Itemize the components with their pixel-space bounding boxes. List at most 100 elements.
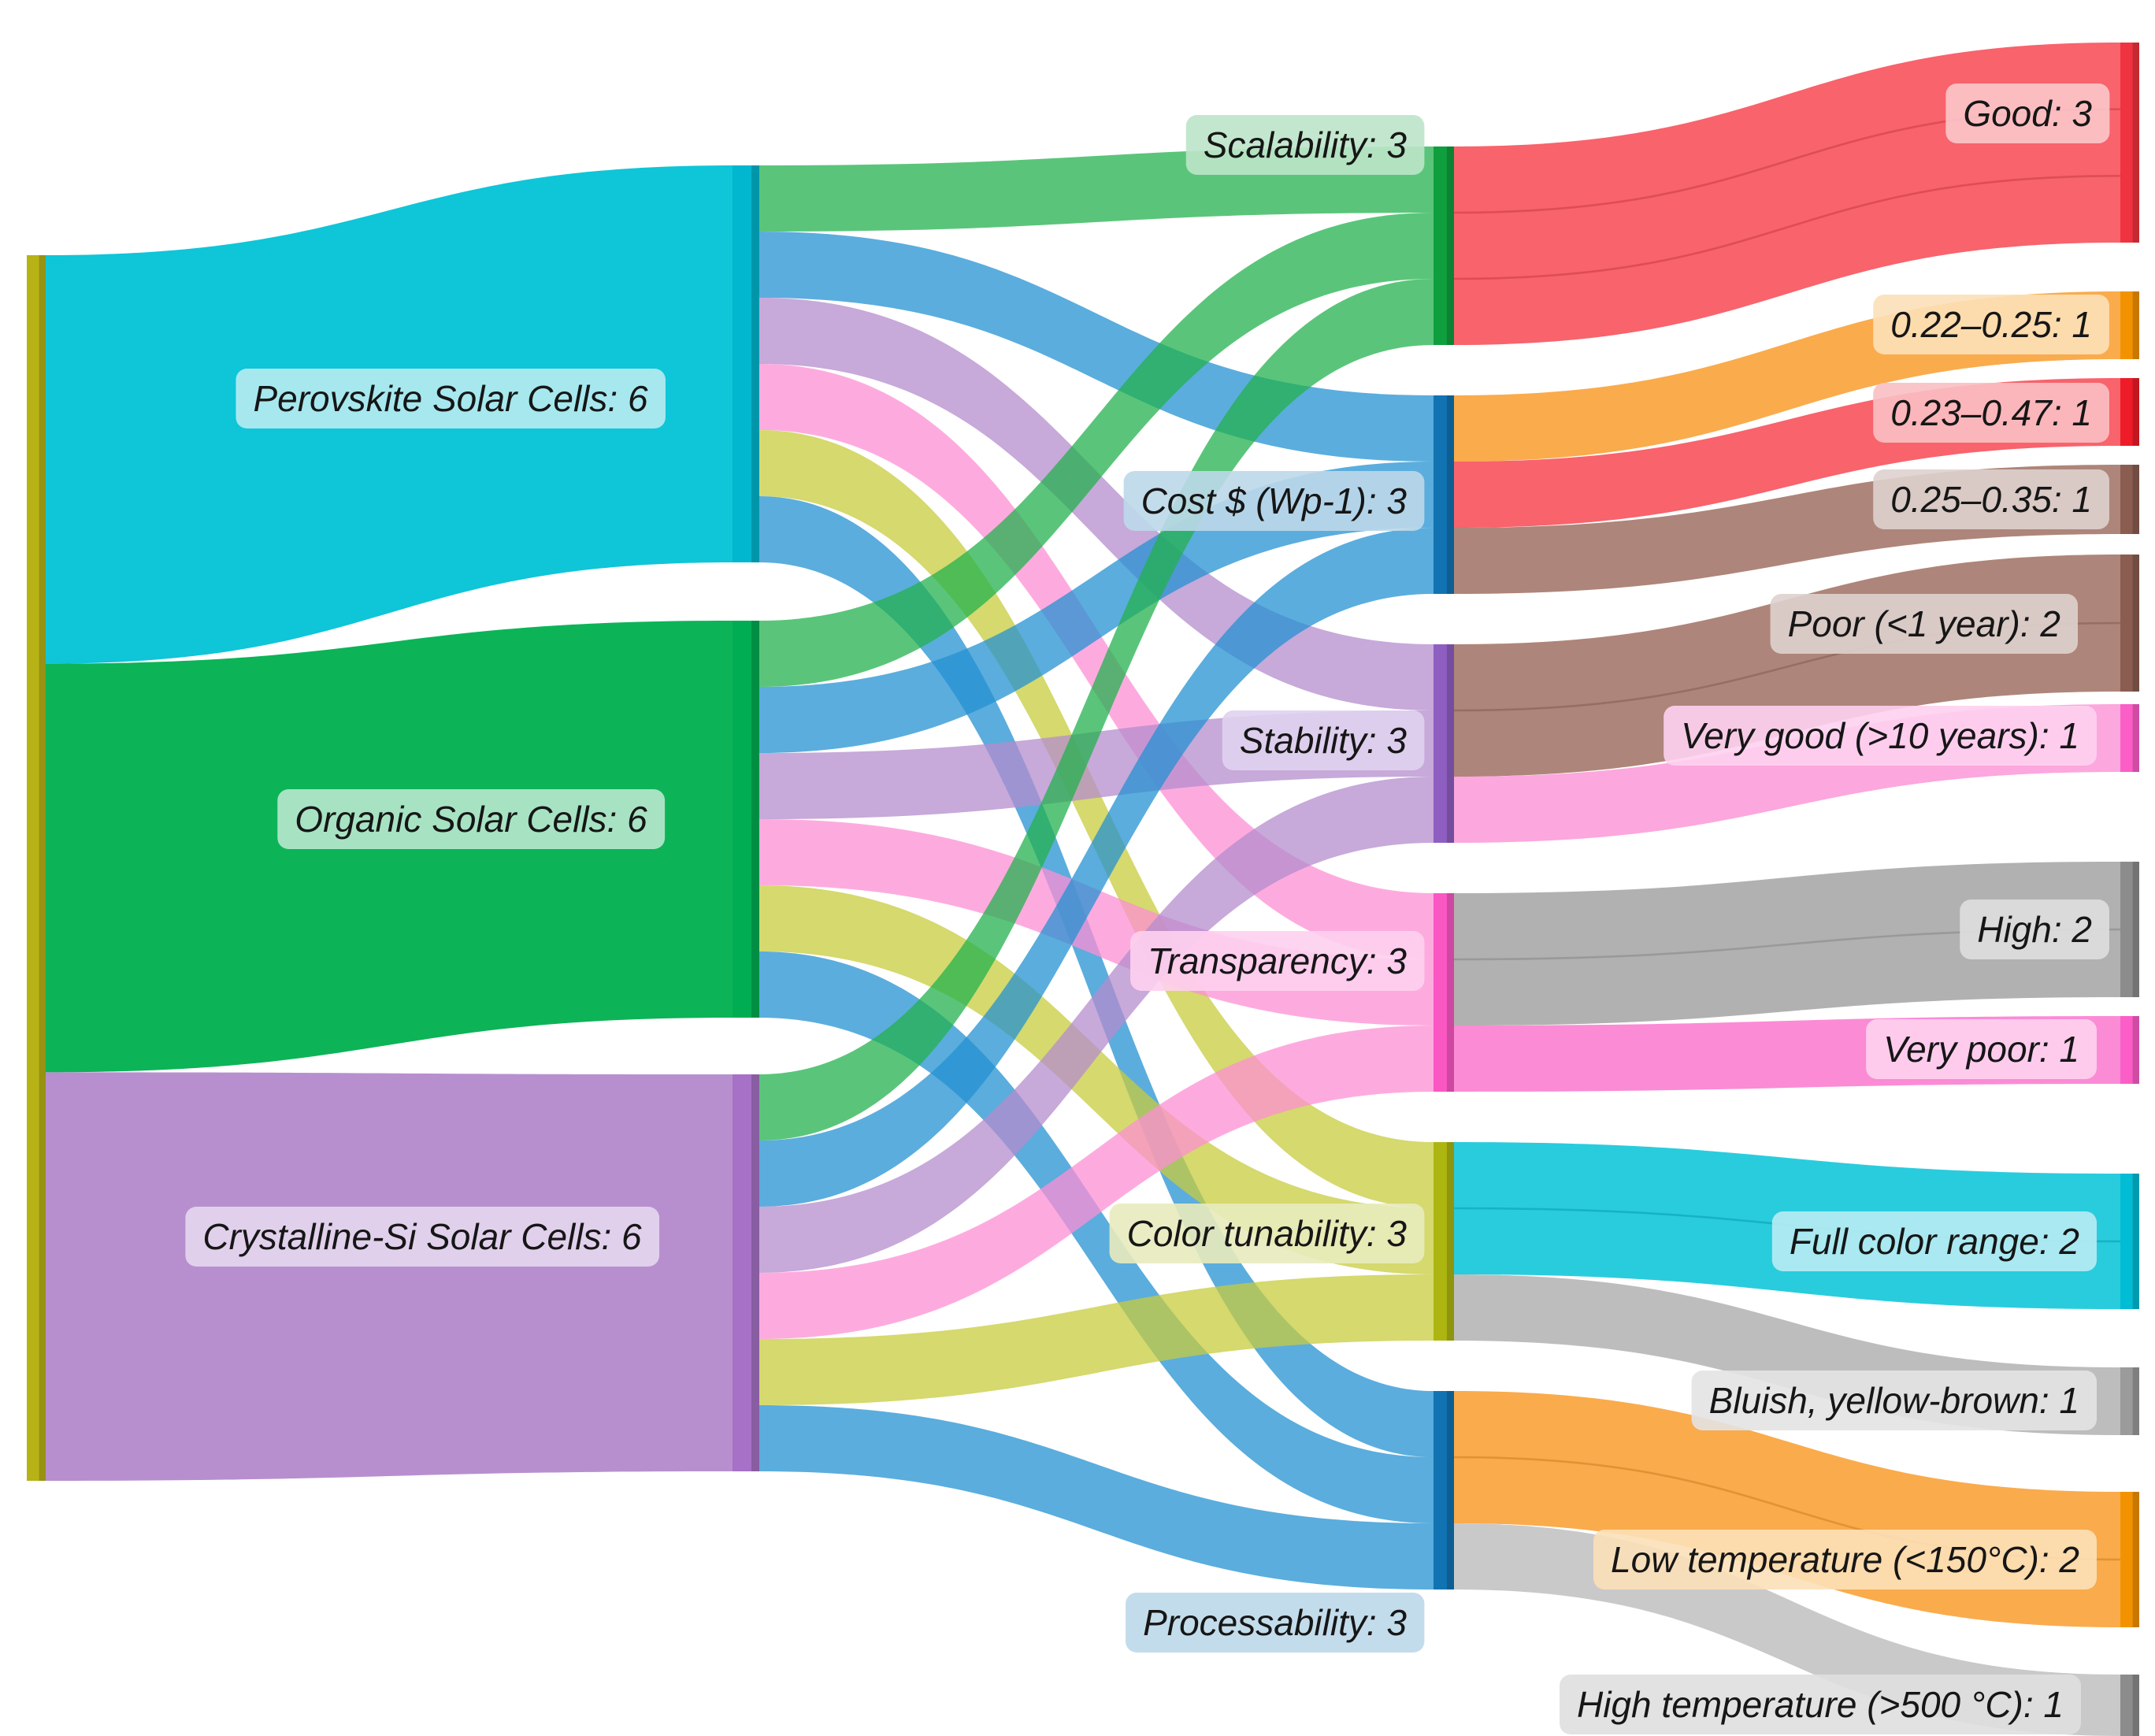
node-very_poor bbox=[2120, 1016, 2139, 1084]
label-text-range_025_035: 0.25–0.35: 1 bbox=[1890, 479, 2092, 520]
label-text-range_022_025: 0.22–0.25: 1 bbox=[1890, 304, 2092, 345]
label-stability: Stability: 3 bbox=[1222, 710, 1425, 770]
label-high_temperature: High temperature (>500 °C): 1 bbox=[1560, 1675, 2081, 1734]
label-text-stability: Stability: 3 bbox=[1240, 720, 1408, 761]
label-chip-transparency bbox=[1130, 931, 1425, 991]
label-chip-organic bbox=[277, 789, 666, 849]
label-very_good: Very good (>10 years): 1 bbox=[1664, 706, 2097, 766]
node-processability bbox=[1434, 1391, 1454, 1589]
label-text-high: High: 2 bbox=[1977, 909, 2092, 950]
label-text-organic: Organic Solar Cells: 6 bbox=[295, 799, 647, 840]
label-low_temperature: Low temperature (<150°C): 2 bbox=[1593, 1530, 2097, 1589]
node-range_023_047 bbox=[2120, 378, 2139, 446]
node-full_color_range bbox=[2120, 1174, 2139, 1309]
node-stability bbox=[1434, 644, 1454, 843]
node-edge-range_023_047 bbox=[2132, 378, 2139, 446]
label-range_022_025: 0.22–0.25: 1 bbox=[1873, 295, 2109, 354]
node-edge-bluish_yellow_brown bbox=[2132, 1367, 2139, 1435]
labels-layer: Perovskite Solar Cells: 6 Organic Solar C… bbox=[185, 83, 2110, 1734]
label-chip-high_temperature bbox=[1560, 1675, 2081, 1734]
label-text-good: Good: 3 bbox=[1963, 93, 2092, 134]
label-text-range_023_047: 0.23–0.47: 1 bbox=[1890, 392, 2092, 433]
node-edge-color_tunability bbox=[1446, 1142, 1454, 1341]
node-edge-range_022_025 bbox=[2132, 291, 2139, 359]
label-chip-crystalline bbox=[185, 1207, 660, 1267]
link-organic-scalability bbox=[759, 213, 1434, 687]
link-organic-processability bbox=[759, 951, 1434, 1523]
node-edge-good bbox=[2132, 43, 2139, 243]
label-range_023_047: 0.23–0.47: 1 bbox=[1873, 383, 2109, 443]
node-high_temperature bbox=[2120, 1675, 2139, 1736]
node-perovskite bbox=[733, 165, 759, 562]
node-edge-poor bbox=[2132, 555, 2139, 692]
node-edge-high bbox=[2132, 862, 2139, 997]
node-high bbox=[2120, 862, 2139, 997]
link-crystalline-transparency bbox=[759, 1026, 1434, 1339]
label-chip-scalability bbox=[1185, 115, 1425, 175]
link-organic-color_tunability bbox=[759, 885, 1434, 1274]
label-chip-perovskite bbox=[236, 369, 666, 428]
node-edge-cost bbox=[1446, 395, 1454, 594]
label-text-transparency: Transparency: 3 bbox=[1148, 940, 1407, 981]
link-crystalline-cost bbox=[759, 528, 1434, 1207]
label-chip-full_color_range bbox=[1771, 1211, 2097, 1271]
label-chip-color_tunability bbox=[1109, 1204, 1425, 1263]
link-perovskite-processability bbox=[759, 496, 1434, 1457]
label-very_poor: Very poor: 1 bbox=[1866, 1019, 2097, 1079]
label-chip-very_poor bbox=[1866, 1019, 2097, 1079]
label-chip-poor bbox=[1770, 594, 2078, 654]
node-transparency bbox=[1434, 893, 1454, 1092]
label-chip-low_temperature bbox=[1593, 1530, 2097, 1589]
node-total bbox=[27, 255, 46, 1481]
node-edge-transparency bbox=[1446, 893, 1454, 1092]
link-perovskite-transparency bbox=[759, 364, 1434, 959]
label-text-full_color_range: Full color range: 2 bbox=[1790, 1221, 2079, 1262]
node-poor bbox=[2120, 555, 2139, 692]
label-text-scalability: Scalability: 3 bbox=[1204, 124, 1408, 165]
nodes-layer bbox=[27, 43, 2139, 1736]
node-good bbox=[2120, 43, 2139, 243]
node-bluish_yellow_brown bbox=[2120, 1367, 2139, 1435]
link-perovskite-stability bbox=[759, 298, 1434, 710]
label-perovskite: Perovskite Solar Cells: 6 bbox=[236, 369, 666, 428]
label-crystalline: Crystalline-Si Solar Cells: 6 bbox=[185, 1207, 660, 1267]
node-range_022_025 bbox=[2120, 291, 2139, 359]
links-layer bbox=[46, 43, 2121, 1736]
label-poor: Poor (<1 year): 2 bbox=[1770, 594, 2078, 654]
link-crystalline-stability bbox=[759, 777, 1434, 1273]
label-text-color_tunability: Color tunability: 3 bbox=[1127, 1213, 1408, 1254]
node-edge-high_temperature bbox=[2132, 1675, 2139, 1736]
label-processability: Processability: 3 bbox=[1126, 1593, 1425, 1653]
node-edge-very_poor bbox=[2132, 1016, 2139, 1084]
link-crystalline-color_tunability bbox=[759, 1274, 1434, 1405]
label-chip-high bbox=[1960, 900, 2109, 959]
label-organic: Organic Solar Cells: 6 bbox=[277, 789, 666, 849]
node-edge-very_good bbox=[2132, 704, 2139, 772]
label-text-crystalline: Crystalline-Si Solar Cells: 6 bbox=[202, 1216, 642, 1257]
label-chip-very_good bbox=[1664, 706, 2097, 766]
node-scalability bbox=[1434, 147, 1454, 345]
label-text-poor: Poor (<1 year): 2 bbox=[1788, 603, 2060, 644]
label-cost: Cost $ (Wp-1): 3 bbox=[1123, 471, 1425, 531]
link-crystalline-processability bbox=[759, 1405, 1434, 1589]
node-edge-perovskite bbox=[751, 165, 759, 562]
node-edge-processability bbox=[1446, 1391, 1454, 1589]
label-transparency: Transparency: 3 bbox=[1130, 931, 1425, 991]
node-edge-scalability bbox=[1446, 147, 1454, 345]
node-edge-crystalline bbox=[751, 1074, 759, 1471]
label-range_025_035: 0.25–0.35: 1 bbox=[1873, 469, 2109, 529]
node-crystalline bbox=[733, 1074, 759, 1471]
label-text-very_good: Very good (>10 years): 1 bbox=[1681, 715, 2079, 756]
label-text-perovskite: Perovskite Solar Cells: 6 bbox=[253, 378, 647, 419]
node-range_025_035 bbox=[2120, 465, 2139, 534]
label-text-cost: Cost $ (Wp-1): 3 bbox=[1141, 480, 1408, 521]
label-chip-good bbox=[1945, 83, 2110, 143]
label-chip-bluish_yellow_brown bbox=[1691, 1371, 2097, 1430]
node-edge-organic bbox=[751, 621, 759, 1018]
node-color_tunability bbox=[1434, 1142, 1454, 1341]
label-chip-range_022_025 bbox=[1873, 295, 2109, 354]
link-crystalline-scalability bbox=[759, 279, 1434, 1141]
node-edge-total bbox=[39, 255, 46, 1481]
node-low_temperature bbox=[2120, 1492, 2139, 1627]
